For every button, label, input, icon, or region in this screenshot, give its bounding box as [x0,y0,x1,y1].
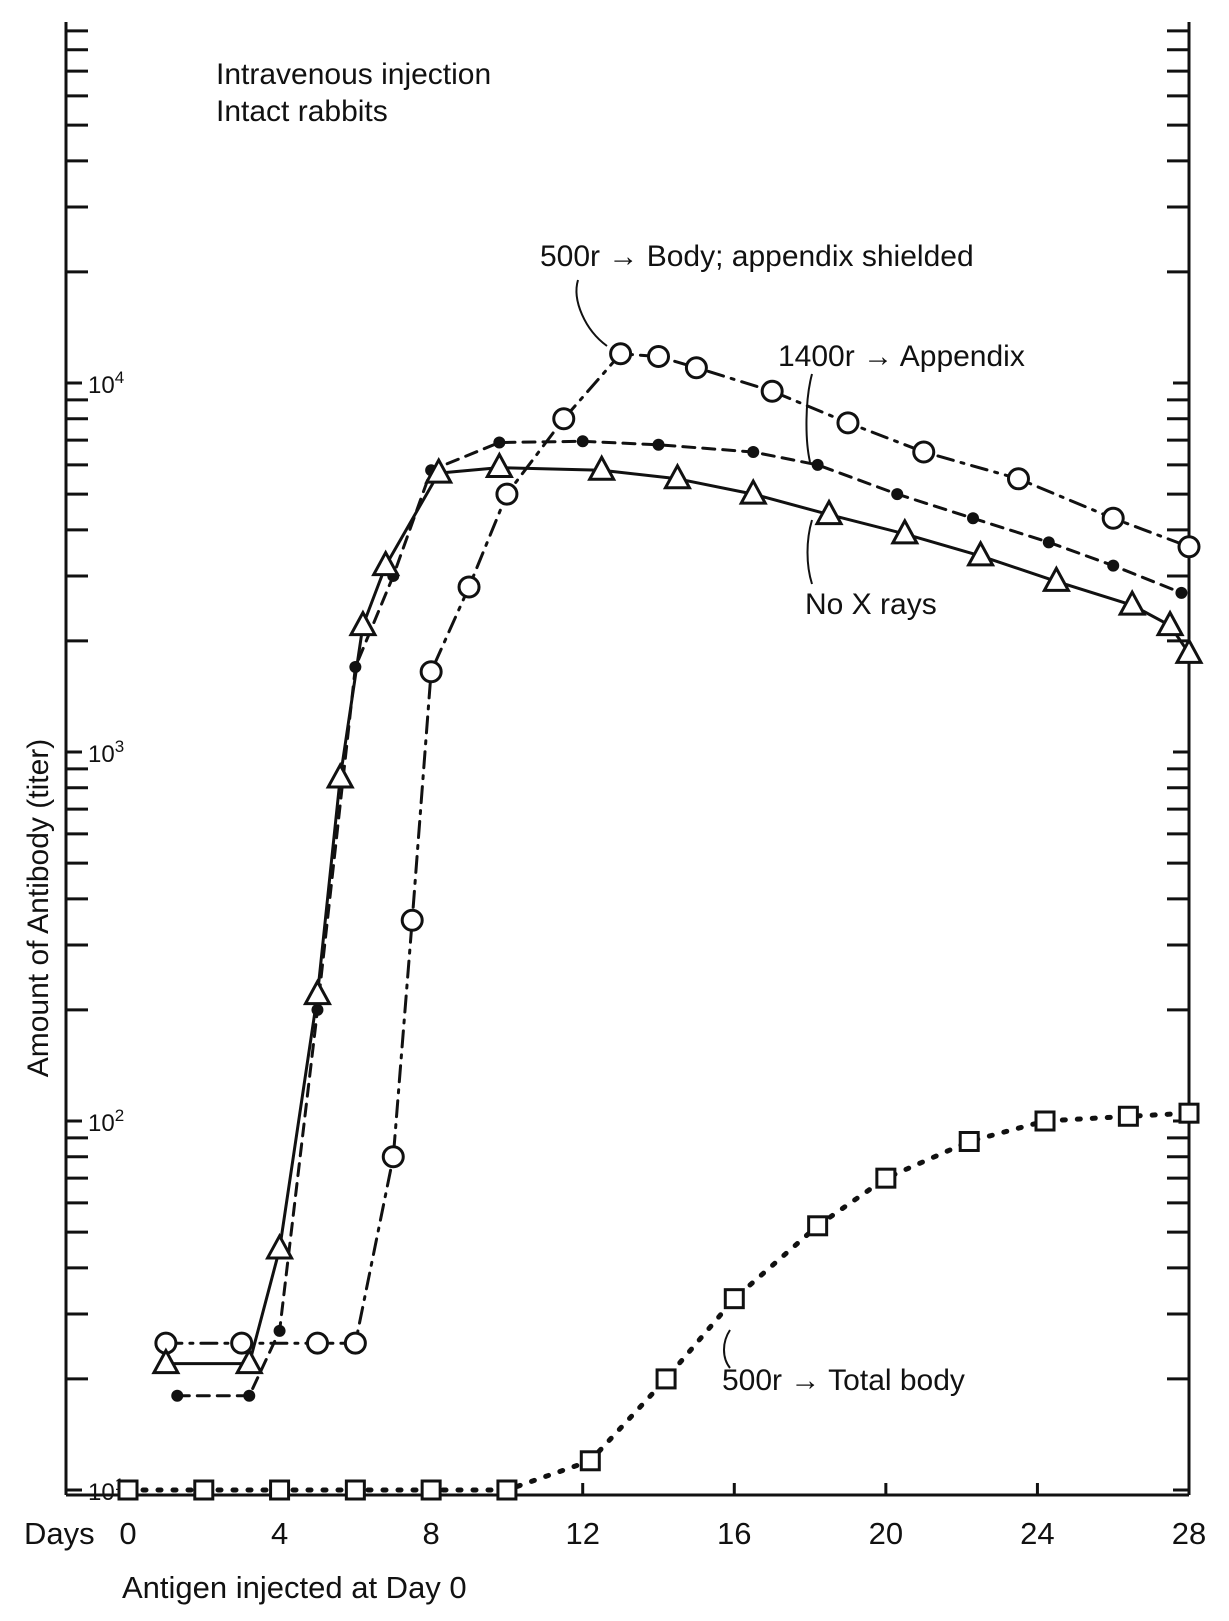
data-point-circle [400,908,424,932]
data-point-dot [747,446,760,459]
series-line-square [125,1110,1192,1493]
data-point-circle [495,482,519,506]
data-point-dot [493,436,506,449]
data-point-dot [349,660,362,673]
data-point-circle [1101,506,1125,530]
series-label-total-body-leader [723,1329,731,1369]
data-point-triangle [1155,609,1185,637]
data-point-triangle [348,609,378,637]
series-label-total-body: 500r → Total body [722,1364,965,1397]
series-label-no-xrays: No X rays [805,588,937,621]
data-point-triangle [890,517,920,545]
x-tick-label: 24 [1020,1516,1054,1551]
data-point-square [1117,1105,1139,1127]
x-axis-prefix-label: Days [24,1516,95,1551]
data-point-circle [647,344,670,368]
series-label-no-xrays-leader [806,519,813,585]
data-point-triangle [738,477,768,505]
data-point-square [958,1130,980,1152]
data-point-dot [1042,536,1055,549]
y-tick-label: 103 [88,737,124,768]
y-tick-label: 104 [88,368,124,399]
x-axis-label: Antigen injected at Day 0 [122,1570,467,1605]
data-point-square [193,1479,215,1501]
data-point-triangle [371,549,401,577]
data-point-square [117,1479,139,1501]
data-point-circle [684,356,708,380]
data-point-dot [967,512,980,525]
x-tick-label: 4 [271,1516,288,1551]
series-label-appendix: 1400r → Appendix [778,340,1025,373]
data-point-circle [230,1331,254,1355]
annotation-line-1: Intravenous injection [216,58,491,91]
y-axis-label: Amount of Antibody (titer) [22,739,55,1078]
x-tick-label: 12 [565,1516,599,1551]
data-point-circle [760,379,784,403]
series-line-triangle [164,466,1191,1366]
data-point-square [269,1479,291,1501]
y-tick-label: 102 [88,1106,124,1137]
data-point-square [655,1368,677,1390]
data-point-square [579,1450,601,1472]
data-point-triangle [1117,589,1147,616]
data-point-triangle [966,539,996,567]
data-point-circle [305,1331,329,1355]
series-label-shielded: 500r → Body; appendix shielded [540,240,974,273]
markers-group [117,342,1204,1501]
data-point-circle [343,1331,367,1355]
x-tick-label: 20 [869,1516,903,1551]
data-point-dot [576,435,589,448]
data-point-circle [609,342,633,366]
data-point-dot [1175,586,1188,599]
data-point-dot [811,458,824,471]
series-line-circle [164,352,1191,1345]
data-point-square [344,1479,366,1501]
x-tick-label: 8 [423,1516,440,1551]
data-point-dot [1107,559,1120,572]
x-tick-label: 16 [717,1516,751,1551]
data-point-triangle [424,456,454,484]
data-point-circle [836,411,860,435]
data-point-circle [419,660,443,684]
data-point-triangle [1174,637,1204,664]
data-point-square [420,1479,442,1501]
x-tick-label: 0 [119,1516,136,1551]
series-line-dot [175,439,1183,1398]
data-point-triangle [325,761,355,789]
data-point-circle [381,1145,405,1169]
data-point-square [723,1288,745,1310]
data-point-triangle [151,1347,181,1375]
data-point-dot [652,438,665,451]
data-point-square [807,1215,829,1237]
data-point-square [1034,1110,1056,1132]
data-point-dot [171,1389,184,1402]
data-point-square [496,1479,518,1501]
data-point-dot [243,1389,256,1402]
data-point-triangle [587,454,617,481]
data-point-triangle [484,451,514,479]
data-point-triangle [265,1232,295,1260]
series-lines-group [125,352,1192,1493]
x-tick-label: 28 [1172,1516,1206,1551]
data-point-triangle [1041,565,1071,592]
data-point-triangle [234,1347,264,1375]
data-point-triangle [814,498,844,526]
data-point-circle [457,575,481,599]
data-point-triangle [302,978,332,1006]
data-point-circle [1177,535,1201,559]
data-point-circle [552,407,576,431]
data-point-dot [891,488,904,501]
data-point-square [1178,1102,1200,1124]
data-point-dot [311,1003,324,1016]
data-point-square [875,1167,897,1189]
series-label-shielded-leader [575,279,608,347]
series-label-appendix-leader [805,373,813,463]
data-point-circle [912,440,936,464]
data-point-dot [273,1324,286,1337]
annotation-line-2: Intact rabbits [216,95,388,128]
data-point-circle [1006,467,1030,491]
data-point-triangle [662,462,692,490]
